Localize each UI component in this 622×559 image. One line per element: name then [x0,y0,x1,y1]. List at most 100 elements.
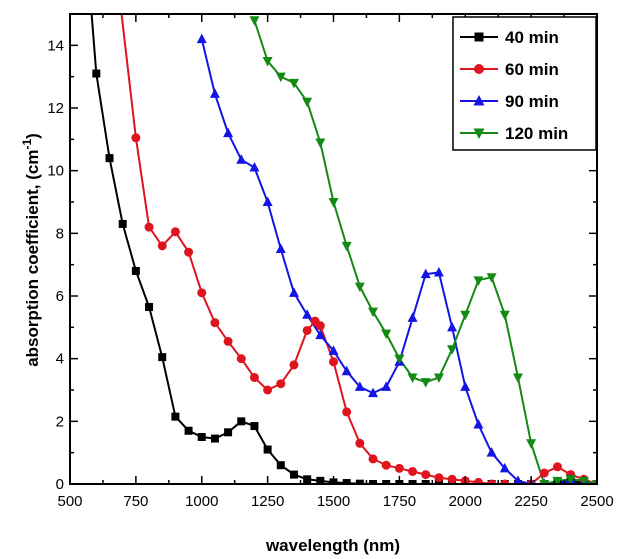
y-axis-title-close: ) [23,133,42,139]
legend-label-40-min: 40 min [505,28,559,47]
y-tick-label: 12 [47,100,64,117]
ticks-layer [69,13,598,485]
x-tick-label: 2250 [514,493,547,510]
data-point-120-min [275,72,286,83]
legend-label-60-min: 60 min [505,60,559,79]
data-point-90-min [223,127,234,138]
legend-label-90-min: 90 min [505,92,559,111]
y-tick-label: 4 [56,351,64,368]
data-point-60-min [223,336,233,346]
data-point-60-min [381,460,391,470]
y-tick-label: 6 [56,288,64,305]
data-point-40-min [342,479,351,484]
data-point-90-min [209,88,220,98]
data-point-90-min [302,309,313,319]
data-point-120-min [315,138,326,148]
data-point-60-min [434,473,444,483]
data-point-90-min [499,462,510,473]
data-point-120-min [499,310,510,321]
data-point-90-min [368,387,379,398]
data-point-120-min [512,373,523,383]
data-point-40-min [421,480,430,484]
data-point-40-min [171,412,180,421]
data-point-60-min [236,354,246,364]
data-point-120-min [262,57,273,67]
data-point-120-min [552,476,563,484]
data-point-90-min [407,312,418,322]
data-point-120-min [486,273,497,283]
data-point-60-min [197,288,207,298]
data-point-40-min [224,428,233,437]
data-point-90-min [420,268,431,279]
data-point-120-min [368,307,379,318]
data-point-40-min [237,417,246,426]
data-point-90-min [473,418,484,429]
data-point-90-min [433,267,444,277]
data-point-40-min [118,219,127,228]
data-point-120-min [407,373,418,383]
data-point-60-min [408,466,418,476]
data-point-40-min [210,434,219,443]
data-point-40-min [276,461,285,470]
data-point-40-min [355,479,364,484]
x-tick-label: 1750 [383,493,416,510]
data-point-60-min [473,477,483,484]
data-point-60-min [421,470,431,480]
data-point-60-min [249,372,259,382]
x-tick-label: 2000 [449,493,482,510]
data-point-120-min [460,310,471,321]
data-point-120-min [420,378,431,388]
data-point-90-min [354,381,365,391]
data-point-40-min [250,422,259,431]
data-point-90-min [275,243,286,253]
y-axis-title-superscript: -1 [20,139,34,150]
data-point-40-min [382,480,391,484]
data-point-120-min [433,373,444,383]
legend-marker-60-min [474,64,484,74]
x-tick-label: 1250 [251,493,284,510]
data-point-120-min [302,97,313,108]
data-point-90-min [486,447,497,457]
y-tick-label: 8 [56,225,64,242]
y-tick-label: 14 [47,37,64,54]
data-point-60-min [539,468,549,478]
series-line-40-min [90,14,597,484]
data-point-120-min [354,282,365,293]
data-point-90-min [460,381,471,391]
data-point-90-min [381,381,392,391]
data-point-90-min [513,475,523,484]
data-point-120-min [341,241,352,252]
legend-marker-120-min [473,128,485,139]
data-point-60-min [355,438,365,448]
data-point-60-min [131,133,141,143]
data-point-40-min [197,433,206,441]
y-tick-label: 2 [56,413,64,430]
data-point-60-min [289,360,299,370]
x-axis-title: wavelength (nm) [265,536,400,555]
data-point-90-min [328,345,339,355]
data-point-90-min [249,162,260,172]
data-point-40-min [289,470,298,479]
data-point-90-min [262,196,273,206]
x-tick-label: 500 [57,493,82,510]
data-point-40-min [105,154,114,163]
data-point-120-min [381,329,392,340]
data-point-90-min [288,287,299,297]
x-tick-label: 750 [123,493,148,510]
data-point-60-min [210,318,220,328]
data-point-60-min [500,479,510,484]
y-axis-title-main: absorption coefficient, (cm [23,150,42,367]
tick-labels-layer: 500 750 1000 1250 1500 1750 2000 2250 2500 0 2 4 6 8 1… [47,37,613,510]
data-point-60-min [302,325,312,335]
data-point-60-min [329,357,338,367]
data-point-90-min [447,321,458,332]
data-point-120-min [447,345,458,355]
x-tick-label: 2500 [580,493,613,510]
data-point-60-min [184,247,194,257]
data-point-90-min [315,329,326,340]
data-point-60-min [315,321,325,331]
data-point-40-min [158,353,167,362]
legend-marker-90-min [473,95,485,106]
data-point-90-min [236,154,247,164]
